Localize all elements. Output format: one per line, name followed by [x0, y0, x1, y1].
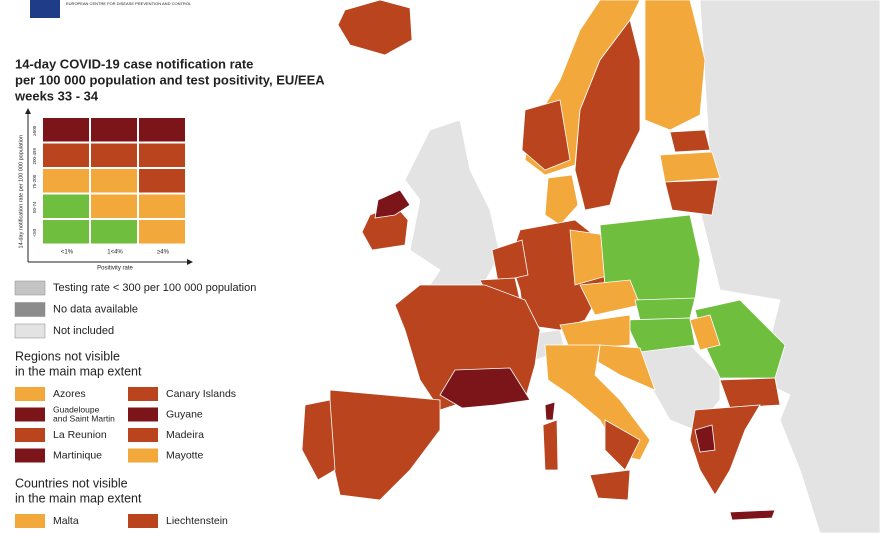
status-swatch [14, 280, 46, 296]
iceland [337, 0, 413, 56]
portugal [301, 399, 336, 481]
uk [404, 119, 501, 301]
lithuania [664, 179, 719, 216]
y-arrow-head [25, 108, 31, 114]
status-label: No data available [53, 303, 138, 315]
column-label: <1% [61, 250, 74, 256]
status-swatch [14, 302, 46, 317]
section-heading: in the main map extent [15, 364, 142, 378]
status-swatch [14, 323, 46, 339]
region-swatch [128, 514, 158, 528]
region-swatch [128, 387, 158, 401]
sweden [574, 19, 641, 211]
region-label: La Reunion [53, 429, 107, 441]
section-heading: in the main map extent [15, 491, 142, 505]
matrix-cell [139, 143, 185, 167]
title-line: 14-day COVID-19 case notification rate [15, 56, 253, 71]
matrix-cell [91, 194, 137, 218]
region-label: Malta [53, 515, 79, 527]
title-line: per 100 000 population and test positivi… [15, 72, 325, 87]
france-south [439, 367, 531, 409]
northern-ireland [374, 189, 411, 219]
sardinia [542, 419, 559, 471]
region-label: Liechtenstein [166, 515, 228, 527]
column-label: 1<4% [107, 250, 123, 256]
matrix-cell [91, 169, 137, 193]
row-label: <50 [32, 228, 37, 236]
region-label: Azores [53, 388, 86, 400]
croatia [597, 344, 656, 391]
spain [329, 389, 441, 501]
greece-north [694, 424, 716, 453]
matrix-cell [139, 169, 185, 193]
matrix-cell [43, 143, 89, 167]
x-axis-label: Positivity rate [97, 266, 133, 272]
norway-south [521, 99, 571, 171]
region-label: Mayotte [166, 449, 204, 461]
matrix-cell [139, 118, 185, 142]
matrix-cell [139, 220, 185, 244]
latvia [659, 151, 721, 183]
column-label: ≥4% [157, 250, 170, 256]
region-label: Martinique [53, 449, 102, 461]
org-name: EUROPEAN CENTRE FOR DISEASE PREVENTION A… [66, 1, 192, 6]
status-label: Not included [53, 325, 114, 337]
bulgaria [719, 377, 781, 409]
section-heading: Regions not visible [15, 349, 120, 363]
status-label: Testing rate < 300 per 100 000 populatio… [53, 282, 256, 294]
region-swatch [128, 407, 158, 422]
region-swatch [128, 448, 158, 463]
austria [559, 314, 631, 351]
matrix-cell [43, 118, 89, 142]
region-label: and Saint Martin [53, 413, 115, 423]
region-swatch [15, 387, 45, 401]
matrix-cell [43, 220, 89, 244]
hungary [624, 317, 696, 353]
x-arrow-head [187, 259, 193, 265]
matrix-cell [43, 194, 89, 218]
netherlands [491, 239, 529, 283]
section-heading: Countries not visible [15, 476, 128, 490]
y-axis-label: 14-day notification rate per 100 000 pop… [18, 135, 24, 248]
region-swatch [15, 428, 45, 442]
title-line: weeks 33 - 34 [14, 88, 99, 103]
sicily [589, 469, 631, 501]
region-label: Canary Islands [166, 388, 236, 400]
corsica [544, 401, 556, 421]
row-label: 50-74 [32, 201, 37, 213]
romania-west [689, 314, 721, 351]
slovakia [634, 297, 696, 321]
region-label: Madeira [166, 429, 204, 441]
crete [729, 509, 776, 521]
matrix-cell [91, 220, 137, 244]
logo-flag [30, 0, 60, 18]
region-label: Guyane [166, 408, 203, 420]
denmark [544, 174, 579, 226]
row-label: ≥500 [32, 125, 37, 135]
matrix-cell [91, 143, 137, 167]
finland [644, 0, 706, 131]
estonia [669, 129, 711, 153]
italy-south [604, 419, 641, 471]
matrix-cell [91, 118, 137, 142]
row-label: 200-499 [32, 147, 37, 164]
legend: 14-day COVID-19 case notification ratepe… [14, 56, 325, 528]
matrix-cell [43, 169, 89, 193]
region-swatch [15, 514, 45, 528]
map [301, 0, 880, 533]
region-swatch [15, 407, 45, 422]
region-swatch [128, 428, 158, 442]
region-label: Guadeloupe [53, 404, 100, 414]
row-label: 75-200 [32, 174, 37, 189]
matrix-cell [139, 194, 185, 218]
region-swatch [15, 448, 45, 463]
